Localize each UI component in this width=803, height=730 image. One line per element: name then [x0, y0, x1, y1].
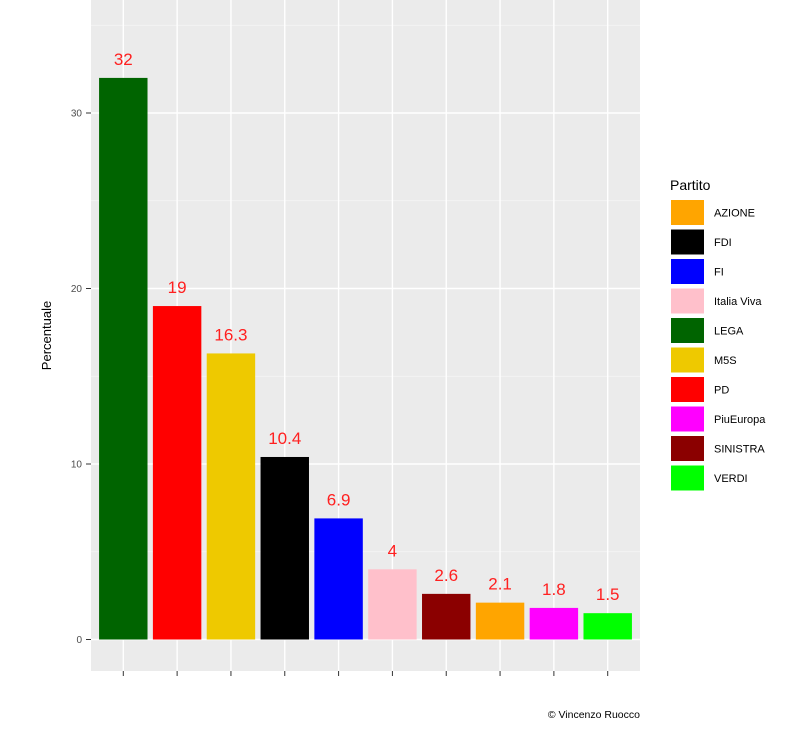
legend-label: LEGA — [714, 326, 744, 338]
bar-value-label: 32 — [114, 50, 133, 69]
y-tick-label: 10 — [71, 460, 83, 471]
bar-value-label: 4 — [388, 541, 397, 560]
legend-swatch — [671, 229, 704, 255]
legend-label: PD — [714, 385, 729, 397]
legend-swatch — [671, 200, 704, 225]
legend-swatch — [671, 347, 704, 373]
legend-swatch — [671, 288, 704, 314]
y-tick-label: 30 — [71, 109, 83, 120]
legend-swatch — [671, 318, 704, 343]
legend-label: VERDI — [714, 473, 748, 485]
bar-fdi — [260, 456, 309, 640]
legend-label: AZIONE — [714, 208, 755, 220]
legend-swatch — [671, 259, 704, 284]
legend-items: AZIONE FDI FI Italia Viva LEGA M5S PD PiuEuropa… — [671, 200, 766, 491]
bar-lega — [99, 77, 148, 640]
bar-piueuropa — [529, 607, 579, 640]
y-tick-label: 20 — [71, 284, 83, 295]
legend: Partito AZIONE FDI FI Italia Viva LEGA M5S PD P… — [670, 177, 766, 491]
legend-label: FI — [714, 267, 724, 279]
bar-azione — [475, 602, 525, 640]
legend-swatch — [671, 465, 704, 491]
bar-value-label: 10.4 — [268, 429, 301, 448]
legend-label: SINISTRA — [714, 444, 765, 456]
legend-swatch — [671, 406, 704, 432]
legend-title: Partito — [670, 177, 711, 193]
bar-value-label: 19 — [168, 278, 187, 297]
bar-labels: 32 19 16.3 10.4 6.9 4 2.6 2.1 1.8 1.5 — [114, 50, 620, 604]
bar-value-label: 2.1 — [488, 575, 512, 594]
y-axis-title: Percentuale — [39, 301, 54, 370]
x-axis — [122, 671, 609, 676]
y-tick-label: 0 — [76, 635, 82, 646]
bar-value-label: 1.8 — [542, 580, 566, 599]
y-axis: 0 10 20 30 — [71, 109, 91, 646]
bar-value-label: 16.3 — [214, 325, 247, 344]
bar-value-label: 2.6 — [434, 566, 458, 585]
bar-verdi — [583, 613, 632, 640]
bar-value-label: 1.5 — [596, 585, 620, 604]
bar-sinistra — [422, 593, 471, 640]
bar-pd — [152, 306, 202, 640]
legend-label: M5S — [714, 355, 737, 367]
legend-swatch — [671, 436, 704, 461]
bar-value-label: 6.9 — [327, 490, 351, 509]
bar-m5s — [206, 353, 256, 640]
caption: © Vincenzo Ruocco — [548, 709, 640, 721]
legend-swatch — [671, 377, 704, 402]
legend-label: FDI — [714, 237, 732, 249]
legend-label: Italia Viva — [714, 296, 762, 308]
bars — [99, 77, 632, 640]
legend-label: PiuEuropa — [714, 414, 766, 426]
bar-italia-viva — [368, 569, 417, 640]
bar-fi — [314, 518, 363, 640]
